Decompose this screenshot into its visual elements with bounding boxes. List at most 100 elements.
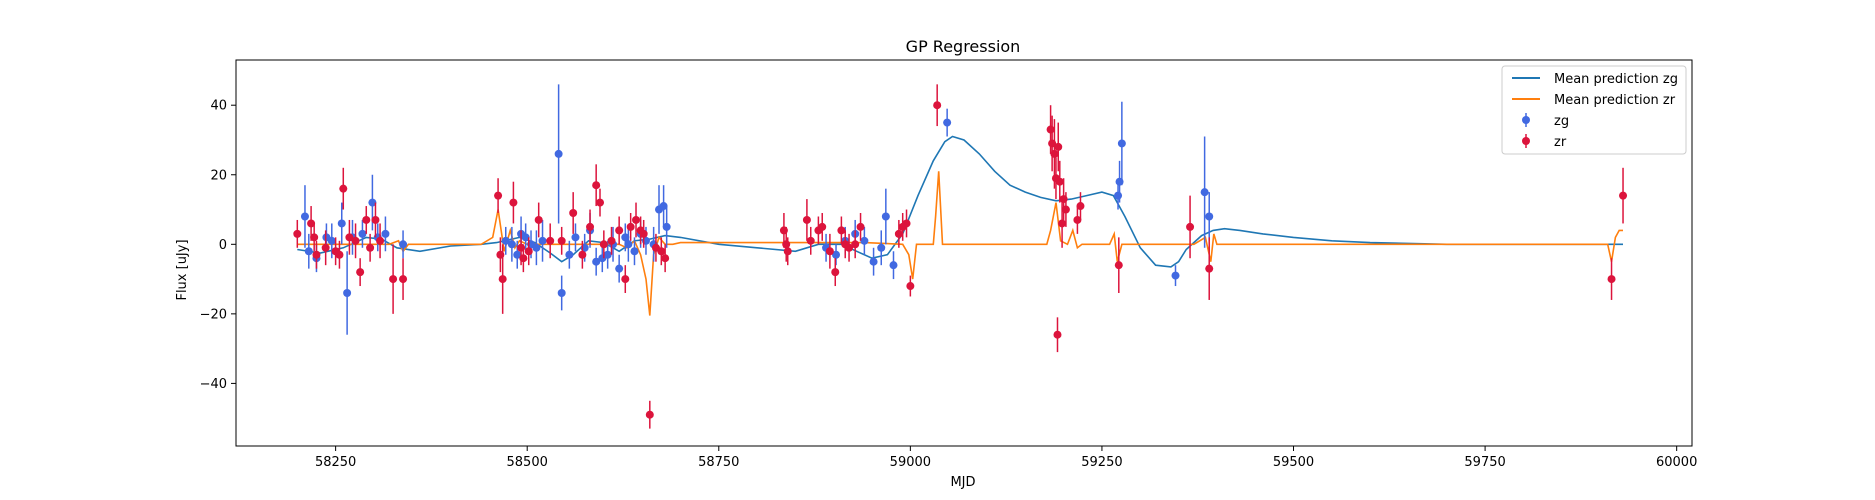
data-point-zr — [933, 84, 942, 127]
point-marker — [621, 233, 630, 242]
point-marker — [312, 250, 321, 259]
point-marker — [806, 236, 815, 245]
point-marker — [1053, 330, 1062, 339]
chart-title: GP Regression — [906, 37, 1021, 56]
data-point-zr — [366, 233, 375, 262]
point-marker — [501, 236, 510, 245]
point-marker — [596, 198, 604, 207]
point-marker — [906, 282, 915, 291]
point-marker — [845, 243, 854, 252]
data-point-zr — [509, 181, 518, 224]
data-point-zr — [557, 226, 566, 255]
point-marker — [335, 250, 344, 259]
data-point-zr — [293, 219, 302, 248]
data-point-zr — [825, 233, 834, 269]
point-marker — [351, 236, 360, 245]
point-marker — [300, 212, 309, 221]
data-point-zg — [877, 230, 886, 266]
data-point-zr — [1058, 199, 1067, 248]
data-point-zg — [662, 206, 671, 248]
data-point-zr — [1186, 195, 1195, 259]
data-point-zg — [1200, 136, 1209, 248]
legend-label: Mean prediction zg — [1554, 72, 1678, 87]
point-marker — [621, 275, 630, 284]
point-marker — [603, 250, 612, 259]
point-marker — [586, 222, 595, 231]
data-point-zr — [856, 213, 865, 241]
point-marker — [376, 236, 385, 245]
data-point-zr — [312, 240, 321, 269]
data-point-zr — [902, 209, 911, 238]
data-point-zg — [603, 240, 612, 269]
point-marker — [661, 254, 670, 263]
point-marker — [626, 222, 635, 231]
point-marker — [662, 222, 671, 231]
point-marker — [592, 257, 601, 266]
point-marker — [343, 288, 352, 297]
point-marker — [1058, 219, 1067, 228]
point-marker — [1619, 191, 1628, 200]
point-marker — [1205, 212, 1214, 221]
point-marker — [578, 250, 587, 259]
point-marker — [837, 226, 846, 235]
point-marker — [1171, 271, 1180, 280]
data-point-zr — [494, 178, 503, 214]
data-point-zr — [399, 258, 408, 300]
data-point-zr — [837, 216, 846, 245]
point-marker — [521, 233, 530, 242]
point-marker — [1054, 142, 1063, 151]
point-marker — [1076, 202, 1085, 211]
legend-label: zr — [1554, 135, 1567, 150]
data-point-zr — [351, 223, 360, 259]
data-point-zr — [524, 237, 533, 266]
legend-box — [1501, 65, 1687, 155]
data-point-zg — [565, 240, 574, 269]
data-point-zr — [626, 213, 635, 241]
point-marker — [519, 254, 528, 263]
point-marker — [615, 226, 624, 235]
point-marker — [513, 250, 522, 259]
point-marker — [371, 215, 380, 224]
data-point-zg — [860, 226, 869, 255]
data-point-zr — [321, 230, 330, 266]
point-marker — [1117, 139, 1126, 148]
point-marker — [532, 243, 541, 252]
point-marker — [877, 243, 886, 252]
data-point-zr — [1061, 192, 1070, 227]
data-point-zg — [358, 219, 367, 248]
point-marker — [1061, 205, 1070, 214]
point-marker — [389, 275, 398, 284]
legend-swatch-marker — [1522, 137, 1530, 145]
data-point-zg — [538, 219, 547, 262]
point-marker — [498, 275, 507, 284]
data-point-zr — [1619, 167, 1628, 224]
data-point-zg — [1117, 101, 1126, 186]
x-tick-label: 59250 — [1081, 455, 1122, 470]
data-point-zg — [501, 226, 510, 255]
data-point-zr — [615, 216, 624, 245]
y-tick-label: −20 — [200, 307, 227, 322]
point-marker — [860, 236, 869, 245]
point-marker — [659, 202, 668, 211]
point-marker — [339, 184, 348, 193]
data-point-zg — [1171, 265, 1180, 287]
point-marker — [538, 236, 547, 245]
data-point-zg — [381, 216, 390, 252]
data-point-zr — [645, 400, 654, 429]
point-marker — [782, 240, 791, 249]
point-marker — [599, 240, 608, 249]
data-point-zr — [345, 219, 354, 255]
data-point-zr — [831, 258, 840, 287]
point-marker — [630, 247, 639, 256]
point-marker — [831, 268, 840, 277]
data-point-zg — [571, 223, 580, 252]
point-marker — [1114, 191, 1123, 200]
point-marker — [1055, 177, 1064, 186]
point-marker — [293, 229, 302, 238]
data-point-zg — [532, 230, 541, 266]
data-point-zg — [557, 275, 566, 311]
data-point-zg — [889, 251, 898, 280]
point-marker — [368, 198, 377, 207]
point-marker — [639, 229, 648, 238]
point-marker — [889, 261, 898, 270]
